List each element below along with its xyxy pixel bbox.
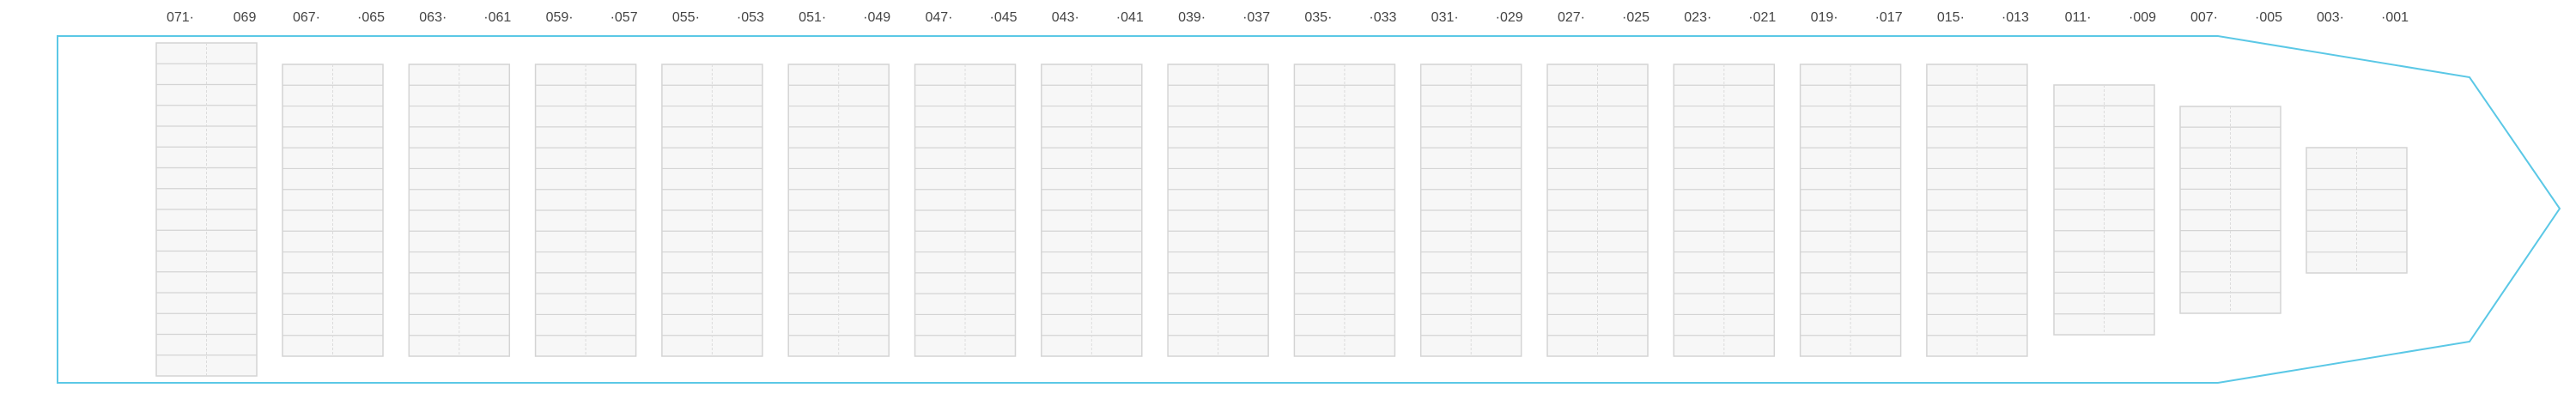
- bay-label: ·033: [1369, 10, 1396, 25]
- bay: [2306, 147, 2408, 274]
- bay-label: ·013: [2002, 10, 2029, 25]
- bay-label: ·029: [1496, 10, 1523, 25]
- bay-label: ·065: [357, 10, 385, 25]
- bay-label: 055·: [672, 10, 700, 25]
- bay-label: ·057: [611, 10, 638, 25]
- bay: [534, 64, 637, 357]
- bay: [787, 64, 890, 357]
- bay-label: 067·: [293, 10, 320, 25]
- bay-label: 071·: [167, 10, 194, 25]
- bay-label: 015·: [1937, 10, 1965, 25]
- bay-label: ·017: [1875, 10, 1903, 25]
- bay-label: 047·: [925, 10, 952, 25]
- bay-label: 069: [234, 10, 257, 25]
- bay: [1167, 64, 1269, 357]
- bay: [661, 64, 763, 357]
- bay-label: 039·: [1178, 10, 1206, 25]
- bay-label: 051·: [799, 10, 826, 25]
- bay-label: 031·: [1431, 10, 1459, 25]
- bay-label: ·021: [1748, 10, 1776, 25]
- bay: [2053, 84, 2155, 336]
- bay-label: 027·: [1558, 10, 1585, 25]
- bay-label: 011·: [2065, 10, 2092, 25]
- hull-outline: [57, 35, 2561, 384]
- bay-label: 035·: [1304, 10, 1332, 25]
- bay-label: ·025: [1622, 10, 1649, 25]
- bay: [1799, 64, 1902, 357]
- bay: [1546, 64, 1649, 357]
- bay: [1041, 64, 1143, 357]
- bay-label: 059·: [546, 10, 574, 25]
- bay-label: ·045: [989, 10, 1017, 25]
- bay-label: ·041: [1116, 10, 1144, 25]
- bay-label: 019·: [1811, 10, 1838, 25]
- bay: [1926, 64, 2028, 357]
- bay: [2179, 106, 2281, 314]
- bay-label: ·049: [863, 10, 890, 25]
- bay: [1419, 64, 1522, 357]
- bay-label: 063·: [419, 10, 447, 25]
- bay-label: ·005: [2255, 10, 2282, 25]
- bay: [282, 64, 384, 357]
- bay-label: ·037: [1242, 10, 1270, 25]
- bay-label: 003·: [2317, 10, 2344, 25]
- bay: [914, 64, 1017, 357]
- bay: [155, 42, 258, 377]
- bay-label: 007·: [2190, 10, 2218, 25]
- bay-label: ·009: [2129, 10, 2156, 25]
- bay-label: 043·: [1052, 10, 1079, 25]
- bay-label: ·061: [483, 10, 511, 25]
- bay-label: ·053: [737, 10, 764, 25]
- bay-label: 023·: [1684, 10, 1711, 25]
- bay: [1293, 64, 1396, 357]
- bay-label: ·001: [2381, 10, 2409, 25]
- bay: [408, 64, 511, 357]
- bay: [1673, 64, 1776, 357]
